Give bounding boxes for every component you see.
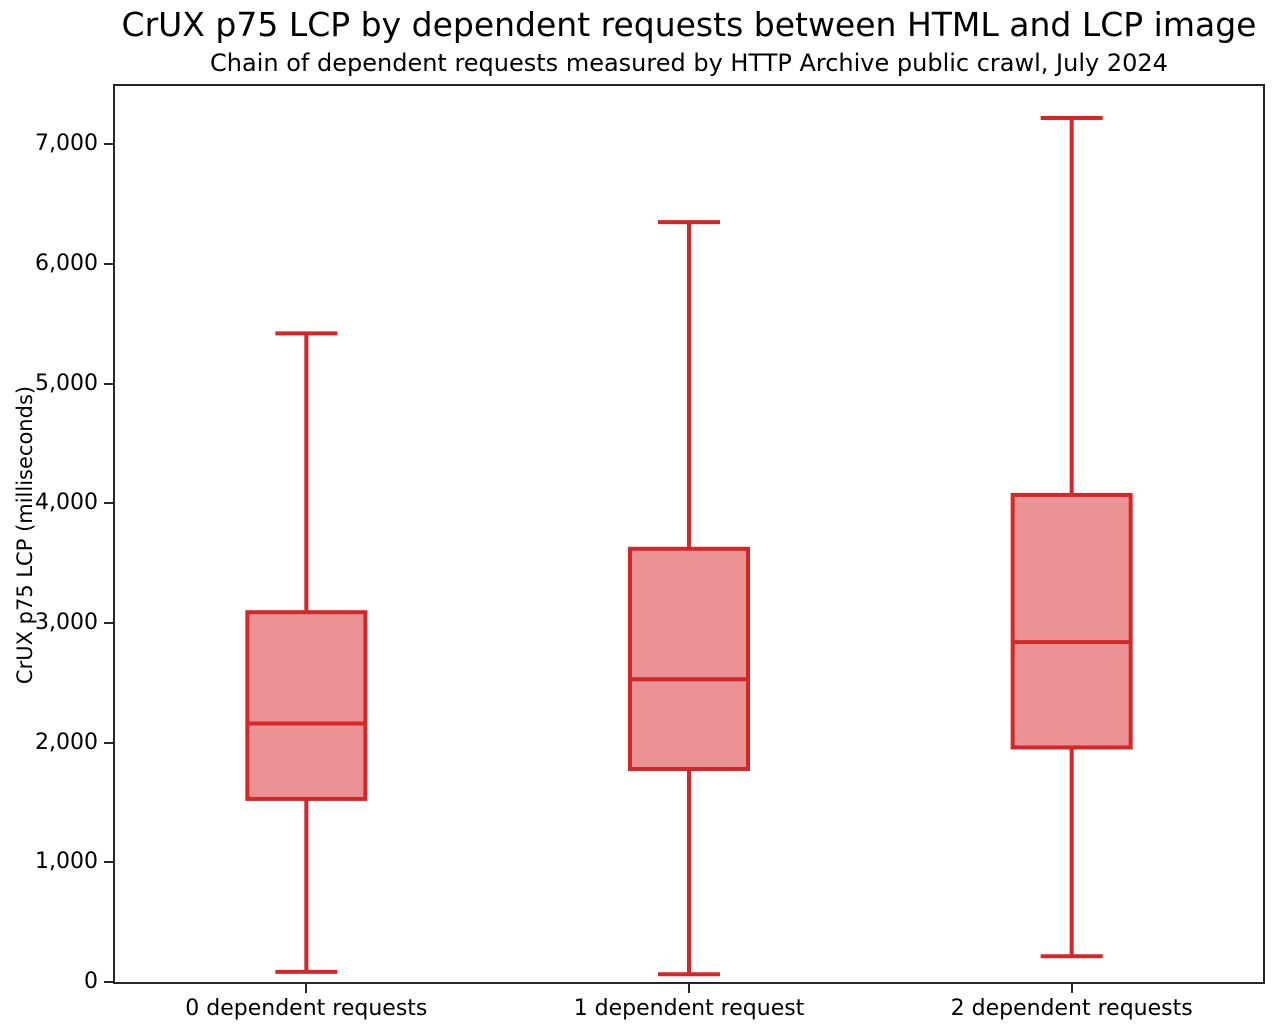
- x-tick-label-0: 0 dependent requests: [185, 996, 428, 1021]
- x-tick-2: [1070, 984, 1073, 993]
- chart-title: CrUX p75 LCP by dependent requests betwe…: [121, 5, 1257, 44]
- x-tick-label-2: 2 dependent requests: [950, 996, 1193, 1021]
- y-tick-6: [104, 262, 113, 265]
- y-tick-label-5: 5,000: [35, 370, 98, 396]
- chart-subtitle: Chain of dependent requests measured by …: [210, 49, 1168, 77]
- y-tick-label-6: 6,000: [35, 250, 98, 276]
- y-tick-label-1: 1,000: [35, 849, 98, 875]
- y-tick-1: [104, 861, 113, 864]
- boxplot-canvas: [245, 115, 1133, 977]
- y-tick-5: [104, 382, 113, 385]
- y-tick-label-7: 7,000: [35, 131, 98, 157]
- box-rect-1: [628, 546, 750, 771]
- plot-area: [113, 84, 1265, 984]
- y-tick-label-0: 0: [84, 969, 98, 994]
- y-tick-7: [104, 143, 113, 146]
- y-tick-label-2: 2,000: [35, 729, 98, 755]
- y-tick-label-4: 4,000: [35, 490, 98, 516]
- x-tick-label-1: 1 dependent request: [573, 996, 805, 1021]
- y-axis-label: CrUX p75 LCP (milliseconds): [13, 385, 37, 685]
- box-rect-2: [1010, 492, 1133, 750]
- x-tick-0: [305, 984, 308, 993]
- x-tick-1: [688, 984, 690, 993]
- y-tick-0: [104, 981, 113, 983]
- box-rect-0: [245, 610, 368, 801]
- y-tick-2: [104, 741, 113, 744]
- y-tick-3: [104, 621, 113, 624]
- y-tick-label-3: 3,000: [35, 609, 98, 635]
- y-tick-4: [104, 502, 113, 505]
